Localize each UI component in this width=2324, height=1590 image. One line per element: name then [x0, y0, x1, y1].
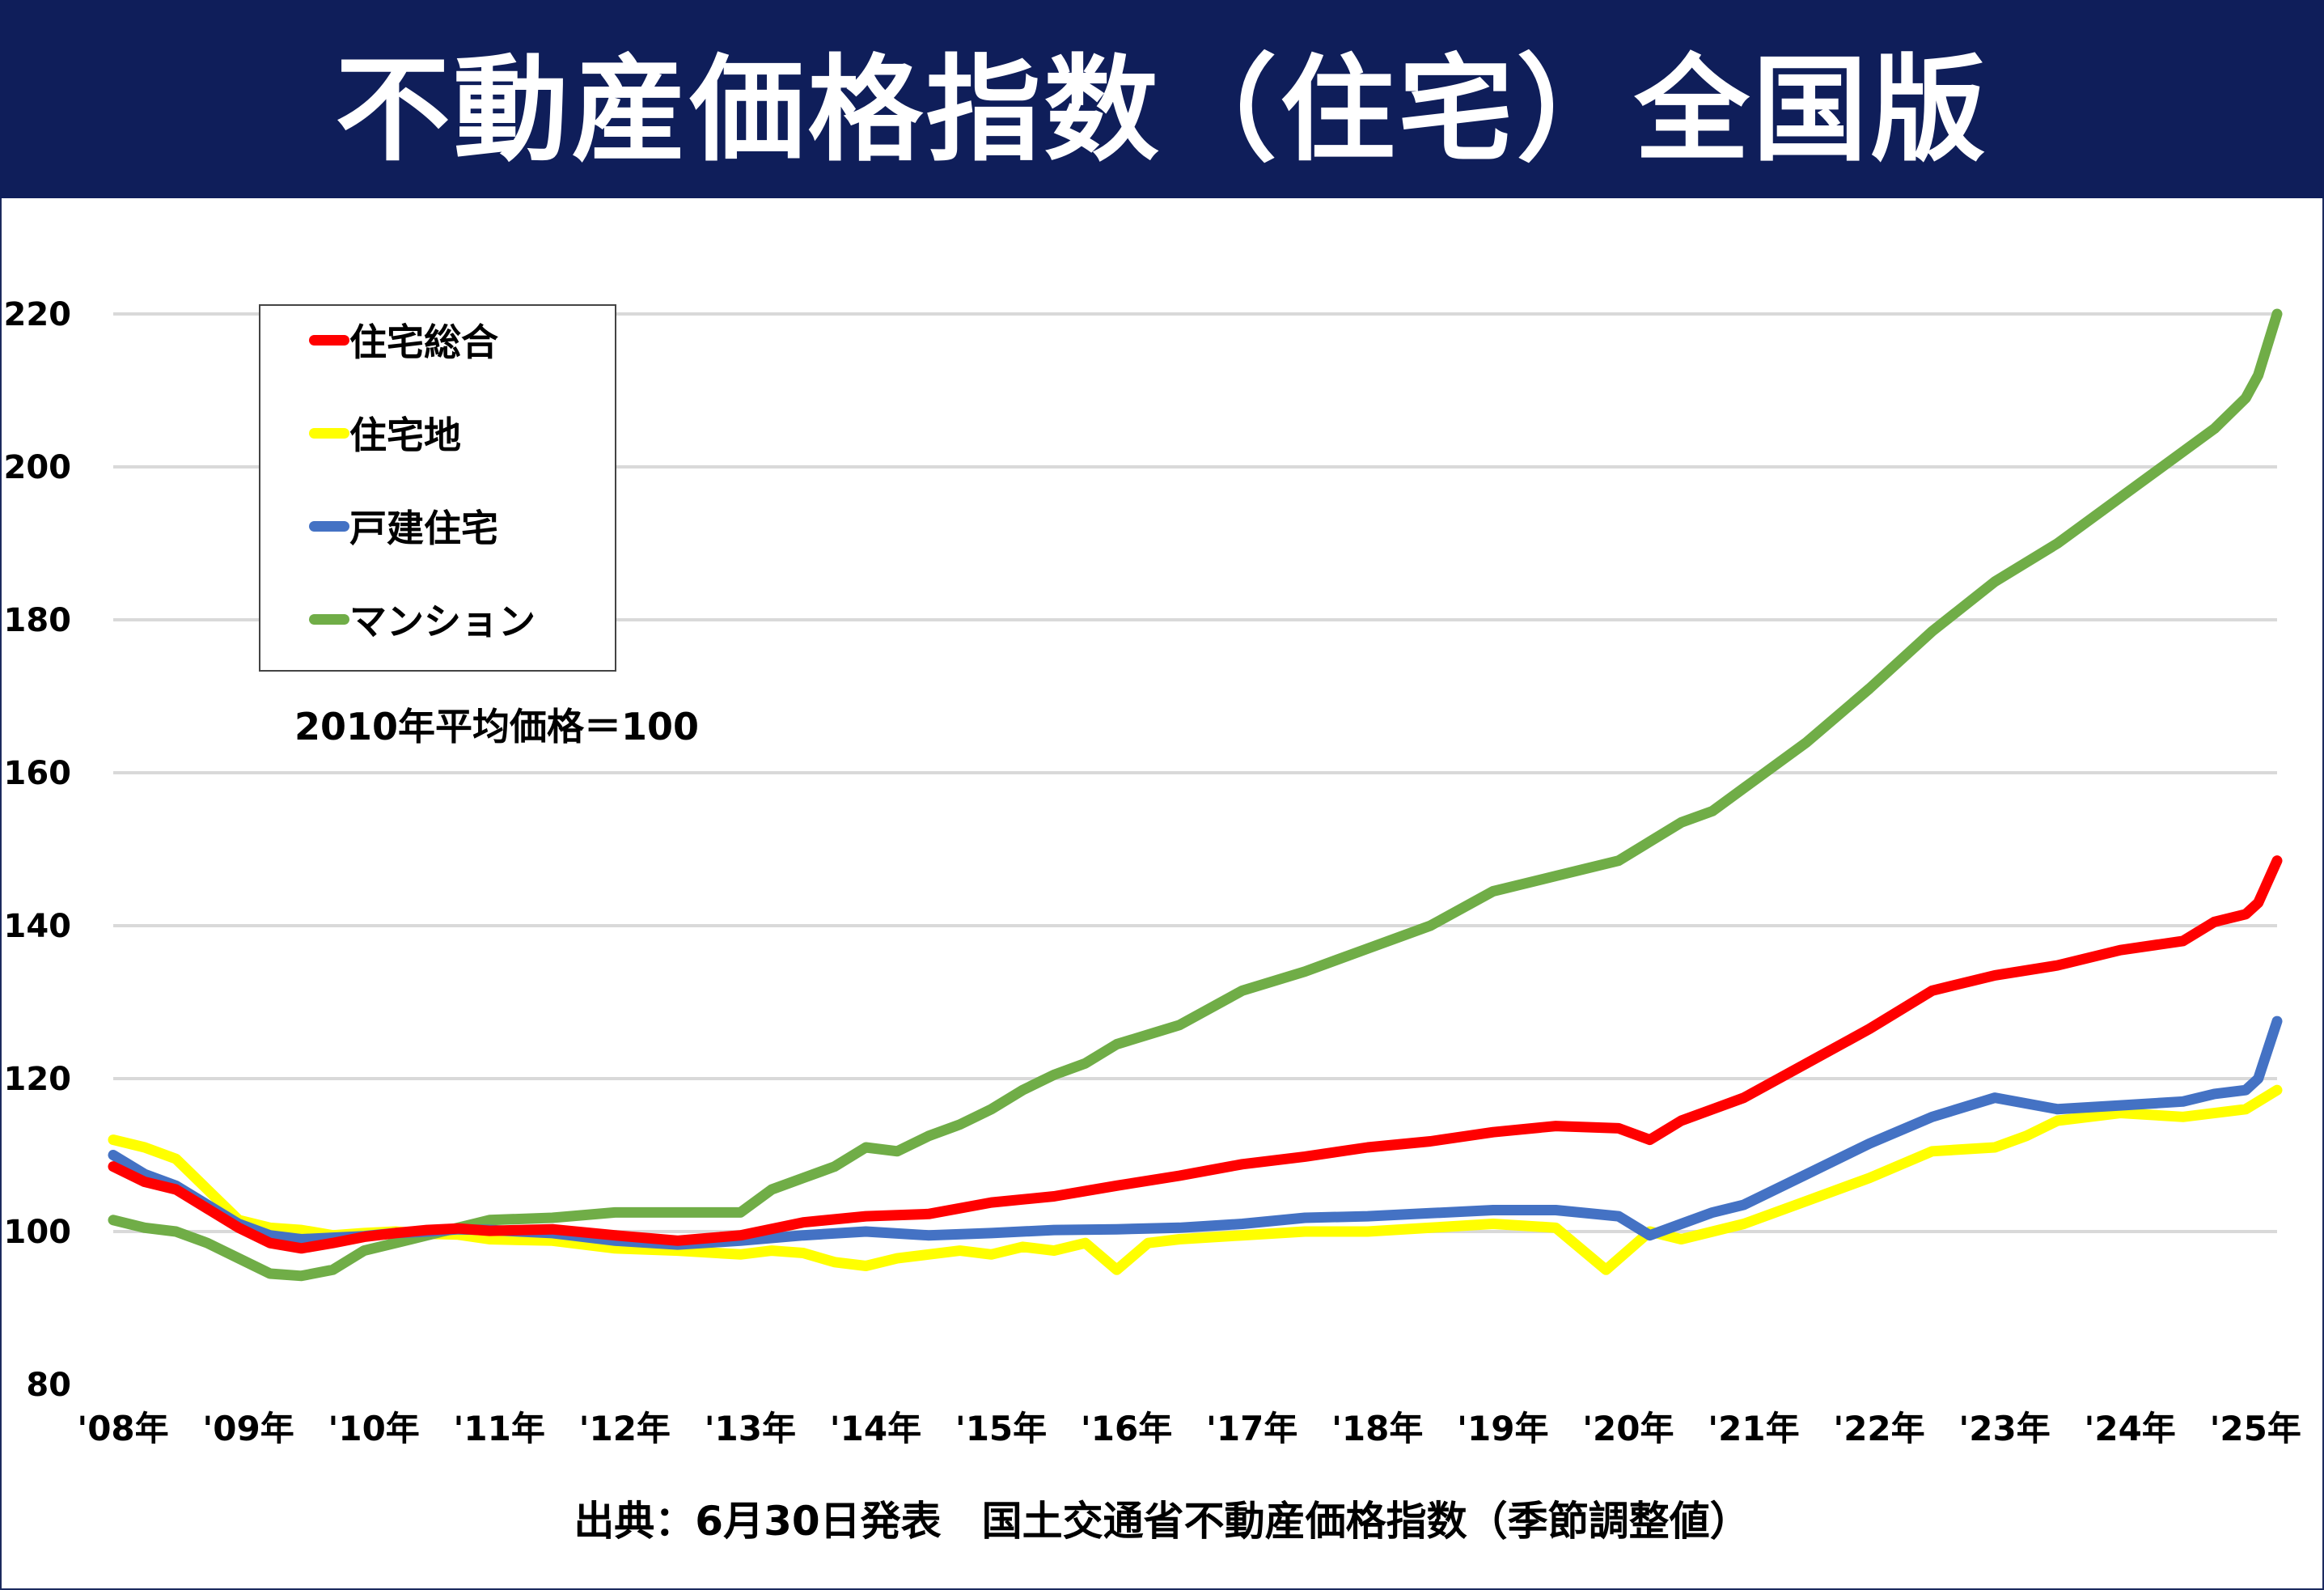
legend-item: 戸建住宅	[309, 502, 498, 550]
legend-label: マンション	[349, 600, 535, 643]
y-tick-label: 180	[4, 602, 72, 639]
series-line-0	[108, 855, 2283, 1254]
legend-label: 住宅地	[349, 413, 461, 457]
title-banner: 不動産価格指数（住宅）全国版	[0, 0, 2324, 198]
x-tick-label: '23年	[1958, 1409, 2050, 1448]
x-tick-label: '17年	[1206, 1409, 1297, 1448]
y-tick-label: 160	[4, 755, 72, 792]
x-tick-label: '15年	[955, 1409, 1047, 1448]
chart-title: 不動産価格指数（住宅）全国版	[335, 43, 1989, 177]
x-tick-label: '09年	[202, 1409, 294, 1448]
series-line-1	[108, 1084, 2283, 1275]
x-tick-label: '25年	[2210, 1409, 2301, 1448]
x-tick-label: '11年	[454, 1409, 545, 1448]
legend-swatch	[309, 613, 349, 625]
x-tick-label: '13年	[705, 1409, 796, 1448]
x-tick-label: '18年	[1331, 1409, 1423, 1448]
legend-swatch	[309, 520, 349, 532]
x-tick-label: '08年	[77, 1409, 168, 1448]
y-tick-label: 100	[4, 1214, 72, 1251]
x-tick-label: '24年	[2085, 1409, 2176, 1448]
x-tick-label: '22年	[1833, 1409, 1924, 1448]
x-tick-label: '14年	[830, 1409, 921, 1448]
series-line-2	[108, 1015, 2283, 1250]
legend-swatch	[309, 334, 349, 346]
source-note: 出典：6月30日発表 国土交通省不動産価格指数（季節調整値）	[574, 1498, 1750, 1545]
y-tick-label: 80	[26, 1367, 71, 1404]
legend-label: 住宅総合	[349, 320, 498, 364]
x-tick-label: '16年	[1081, 1409, 1172, 1448]
x-tick-label: '19年	[1457, 1409, 1548, 1448]
base-note: 2010年平均価格＝100	[294, 705, 700, 748]
legend-swatch	[309, 427, 349, 439]
legend-label: 戸建住宅	[349, 507, 498, 550]
x-tick-label: '21年	[1708, 1409, 1799, 1448]
x-tick-label: '10年	[328, 1409, 419, 1448]
legend: 住宅総合住宅地戸建住宅マンション	[259, 304, 616, 672]
legend-item: 住宅地	[309, 409, 461, 457]
y-tick-label: 120	[4, 1061, 72, 1098]
x-tick-label: '12年	[579, 1409, 671, 1448]
x-tick-label: '20年	[1582, 1409, 1674, 1448]
legend-item: 住宅総合	[309, 316, 498, 364]
series-line-3	[108, 308, 2283, 1282]
y-tick-label: 140	[4, 908, 72, 945]
y-tick-label: 200	[4, 449, 72, 486]
legend-item: マンション	[309, 595, 535, 643]
y-tick-label: 220	[4, 296, 72, 333]
